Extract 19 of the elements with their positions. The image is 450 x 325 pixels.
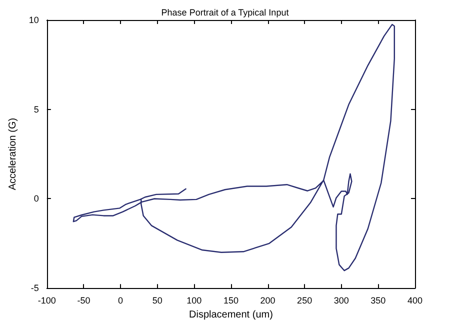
chart-title: Phase Portrait of a Typical Input [161, 8, 290, 18]
y-tick-label: -5 [30, 283, 39, 294]
line-series [72, 24, 395, 272]
x-tick-label: -50 [77, 296, 90, 306]
x-tick-label: 250 [297, 296, 312, 306]
x-tick-label: -100 [38, 296, 56, 306]
x-tick-label: 350 [370, 296, 386, 306]
x-axis-title: Displacement (um) [188, 310, 273, 320]
x-tick-label: 0 [118, 296, 124, 306]
x-tick-label: 200 [260, 296, 276, 306]
y-tick-label: 0 [34, 194, 39, 204]
y-axis-title: Acceleration (G) [8, 118, 18, 190]
y-tick-label: 5 [34, 104, 39, 114]
x-tick-label: 300 [334, 296, 349, 306]
x-tick-label: 50 [152, 296, 162, 306]
x-tick-label: 400 [407, 296, 423, 306]
x-tick-label: 100 [186, 296, 202, 306]
y-tick-label: 10 [28, 15, 39, 25]
x-tick-label: 150 [223, 296, 238, 306]
